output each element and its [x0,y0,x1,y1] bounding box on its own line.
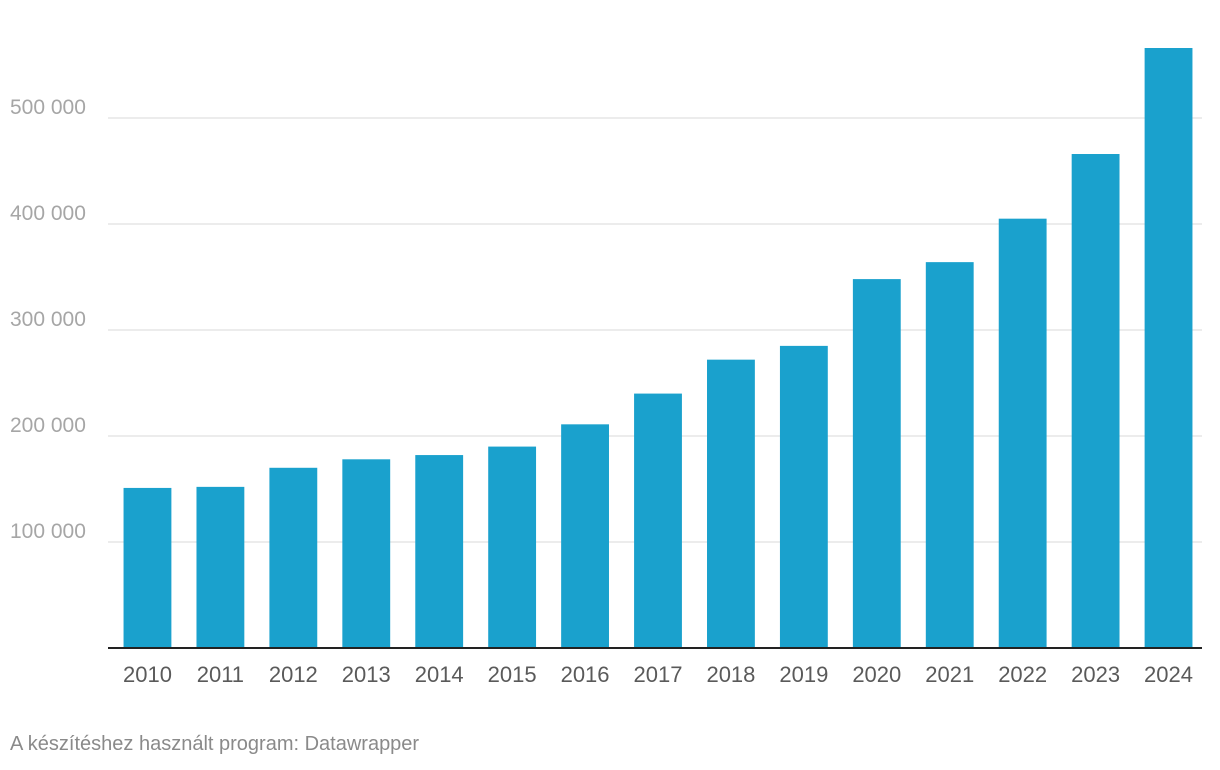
bar-chart: 100 000 200 000 300 000 400 000 500 000 2010… [10,48,1202,687]
bar-2020 [852,279,901,648]
x-tick-label: 2018 [706,662,755,687]
x-tick-label: 2022 [998,662,1047,687]
x-tick-label: 2019 [779,662,828,687]
x-tick-label: 2023 [1071,662,1120,687]
bar-2010 [123,487,172,648]
x-tick-label: 2012 [269,662,318,687]
x-tick-label: 2024 [1144,662,1193,687]
bar-2019 [779,345,828,648]
x-tick-label: 2017 [634,662,683,687]
y-tick-label: 100 000 [10,520,86,543]
bar-2015 [488,446,537,648]
bar-2022 [998,218,1047,648]
y-tick-label: 500 000 [10,96,86,119]
x-axis-ticks: 2010 2011 2012 2013 2014 2015 2016 2017 2018 2019… [123,662,1193,687]
bar-2012 [269,467,318,648]
bar-2014 [415,455,464,648]
bars [123,48,1193,648]
footer-credit: A készítéshez használt program: Datawrap… [10,733,420,755]
x-tick-label: 2021 [925,662,974,687]
bar-2013 [342,459,391,648]
x-tick-label: 2013 [342,662,391,687]
bar-2024 [1144,48,1193,648]
bar-2023 [1071,154,1120,648]
y-tick-label: 400 000 [10,202,86,225]
bar-2017 [634,393,682,648]
bar-2011 [196,486,245,648]
bar-2016 [561,424,609,648]
x-tick-label: 2010 [123,662,172,687]
y-axis-ticks: 100 000 200 000 300 000 400 000 500 000 [10,96,86,543]
bar-2021 [925,262,974,648]
x-tick-label: 2011 [197,662,244,687]
x-tick-label: 2016 [561,662,610,687]
x-tick-label: 2020 [852,662,901,687]
bar-2018 [707,359,755,648]
y-tick-label: 200 000 [10,414,86,437]
y-tick-label: 300 000 [10,308,86,331]
x-tick-label: 2015 [488,662,537,687]
x-tick-label: 2014 [415,662,464,687]
